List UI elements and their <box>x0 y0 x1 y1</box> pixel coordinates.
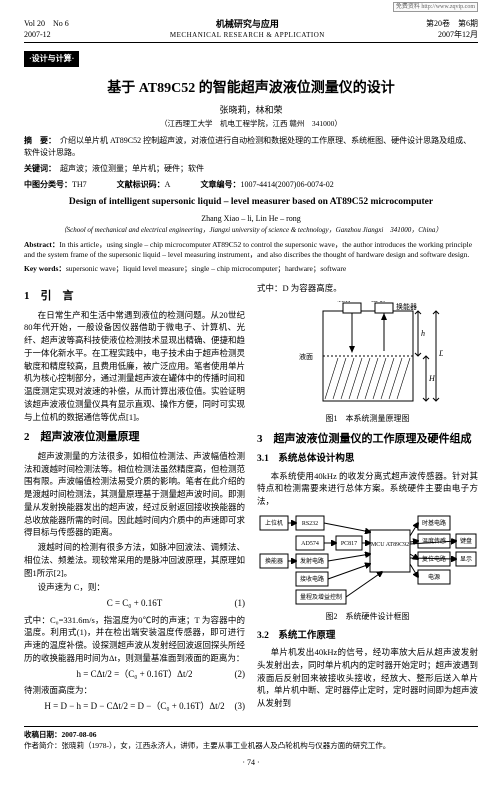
fig1-bigh-label: H <box>428 374 436 383</box>
article-no-value: 1007-4414(2007)06-0074-02 <box>240 180 333 189</box>
vol-issue-cn: 第20卷 第6期 <box>426 18 478 29</box>
section-2-para-2: 渡越时间的检测有很多方法，如脉冲回波法、调频法、相位法、频差法。现较常采用的是脉… <box>24 541 245 579</box>
abstract-text-cn: 介绍以单片机 AT89C52 控制超声波，对液位进行自动检测和数据处理的工作原理… <box>24 136 471 157</box>
formula-1: C = C₀ + 0.16T(1) <box>24 597 245 611</box>
fig1-d-label: D <box>438 349 443 358</box>
figure-2: 上位机 换能器 RS232 AD574 发射电路 接收电路 量程及增益控制 PC… <box>257 514 478 623</box>
svg-text:键盘: 键盘 <box>459 537 471 545</box>
section-3-1-para: 本系统使用40kHz 的收发分离式超声波传感器。针对其特点和检测需要来进行总体方… <box>257 470 478 508</box>
eq-num-3: (3) <box>235 700 246 714</box>
fig1-tx-label: 发射 <box>337 301 351 303</box>
keywords-cn: 关键词： 超声波；液位测量；单片机；硬件；软件 <box>24 163 478 175</box>
paper-title-en: Design of intelligent supersonic liquid … <box>24 196 478 209</box>
figure-1-svg: 发射 接收 换能器 液面 h H D <box>293 301 443 411</box>
svg-text:电源: 电源 <box>427 573 439 581</box>
eq-num-1: (1) <box>235 597 246 611</box>
journal-name-en: MECHANICAL RESEARCH & APPLICATION <box>170 31 325 41</box>
footer-notes: 收稿日期：2007-08-06 作者简介：张晓莉（1978-），女，江西永济人，… <box>24 726 478 751</box>
fig1-h-label: h <box>421 329 425 338</box>
svg-text:上位机: 上位机 <box>264 519 282 527</box>
fig1-rx-label: 接收 <box>371 301 385 303</box>
affiliation-cn: （江西理工大学 机电工程学院，江西 赣州 341000） <box>24 119 478 130</box>
vol-no: Vol 20 No 6 <box>24 18 69 29</box>
figure-1: 发射 接收 换能器 液面 h H D 图1 本系统测量原理图 <box>257 301 478 425</box>
doc-code-label: 文献标识码： <box>117 180 165 189</box>
formula-3: H = D − h = D − CΔt/2 = D −（C₀ + 0.16T）Δ… <box>24 700 245 714</box>
article-no-label: 文章编号： <box>200 180 240 189</box>
source-url-tag: 免费资料 http://www.zqvip.com <box>393 2 478 12</box>
figure-2-svg: 上位机 换能器 RS232 AD574 发射电路 接收电路 量程及增益控制 PC… <box>258 514 478 609</box>
section-2-para-1: 超声波测量的方法很多，如相位检测法、声波幅值检测法和渡越时间检测法等。相位检测法… <box>24 450 245 539</box>
abstract-en: Abstract：In this article，using single – … <box>24 240 478 261</box>
abstract-cn: 摘 要：介绍以单片机 AT89C52 控制超声波，对液位进行自动检测和数据处理的… <box>24 135 478 159</box>
eq-num-2: (2) <box>235 668 246 682</box>
paper-title-cn: 基于 AT89C52 的智能超声波液位测量仪的设计 <box>24 79 478 99</box>
running-header: Vol 20 No 6 2007-12 机械研究与应用 MECHANICAL R… <box>24 18 478 43</box>
keywords-text-en: supersonic wave；liquid level measure；sin… <box>66 264 346 273</box>
fig1-probe-label: 换能器 <box>396 302 417 311</box>
authors-cn: 张晓莉，林和荣 <box>24 104 478 117</box>
svg-text:换能器: 换能器 <box>264 557 282 565</box>
abstract-label-en: Abstract： <box>24 240 59 249</box>
pub-date-cn: 2007年12月 <box>426 29 478 40</box>
abstract-label-cn: 摘 要： <box>24 136 56 145</box>
keywords-en: Key words：supersonic wave；liquid level m… <box>24 264 478 275</box>
abstract-text-en: In this article，using single – chip micr… <box>24 240 472 260</box>
formula-2: h = CΔt/2 =（C₀ + 0.16T）Δt/2(2) <box>24 668 245 682</box>
section-2-para-4: 式中：C₀=331.6m/s，指温度为0℃时的声速；T 为容器中的温度。利用式(… <box>24 614 245 665</box>
figure-1-caption: 图1 本系统测量原理图 <box>257 413 478 425</box>
svg-text:接收电路: 接收电路 <box>299 575 323 583</box>
svg-text:时基电路: 时基电路 <box>421 519 445 527</box>
svg-text:PC817: PC817 <box>340 541 356 547</box>
fig1-liquid-label: 液面 <box>299 352 313 361</box>
section-category-tag: ·设计与计算· <box>24 51 79 66</box>
affiliation-en: （School of mechanical and electrical eng… <box>24 226 478 236</box>
authors-en: Zhang Xiao – li, Lin He – rong <box>24 213 478 224</box>
svg-text:MCU AT89C92: MCU AT89C92 <box>370 542 408 548</box>
section-2-head: 2 超声波液位测量原理 <box>24 429 245 446</box>
svg-text:RS232: RS232 <box>301 521 317 527</box>
svg-text:量程及增益控制: 量程及增益控制 <box>299 593 341 601</box>
page-number: · 74 · <box>24 757 478 768</box>
section-1-para: 在日常生产和生活中常遇到液位的检测问题。从20世纪80年代开始，一般设备因仪器借… <box>24 309 245 424</box>
journal-name-cn: 机械研究与应用 <box>170 18 325 31</box>
recv-date: 收稿日期：2007-08-06 <box>24 730 97 739</box>
section-1-head: 1 引 言 <box>24 288 245 305</box>
keywords-text-cn: 超声波；液位测量；单片机；硬件；软件 <box>60 164 204 173</box>
section-3-2-para: 单片机发出40kHz的信号，经功率放大后从超声波发射头发射出去，同时单片机内的定… <box>257 646 478 710</box>
header-date: 2007-12 <box>24 29 69 40</box>
right-column: 式中：D 为容器高度。 发射 接收 <box>257 282 478 716</box>
meta-row: 中图分类号：TH7 文献标识码：A 文章编号：1007-4414(2007)06… <box>24 179 478 190</box>
svg-text:温度传感: 温度传感 <box>421 537 445 545</box>
figure-2-caption: 图2 系统硬件设计框图 <box>257 611 478 623</box>
subsection-3-1-head: 3.1 系统总体设计构思 <box>257 452 478 466</box>
author-bio: 作者简介：张晓莉（1978-），女，江西永济人，讲师，主要从事工业机器人及凸轮机… <box>24 741 478 752</box>
clc-label: 中图分类号： <box>24 180 72 189</box>
keywords-label-cn: 关键词： <box>24 164 56 173</box>
svg-text:显示: 显示 <box>459 556 471 563</box>
subsection-3-2-head: 3.2 系统工作原理 <box>257 629 478 643</box>
svg-text:AD574: AD574 <box>301 541 319 547</box>
section-2r-para: 式中：D 为容器高度。 <box>257 282 478 295</box>
clc-value: TH7 <box>72 180 87 189</box>
doc-code-value: A <box>165 180 171 189</box>
section-2-para-3: 设声速为 C，则： <box>24 581 245 594</box>
section-3-head: 3 超声波液位测量仪的工作原理及硬件组成 <box>257 431 478 448</box>
left-column: 1 引 言 在日常生产和生活中常遇到液位的检测问题。从20世纪80年代开始，一般… <box>24 282 245 716</box>
svg-text:发射电路: 发射电路 <box>299 557 323 565</box>
section-2-para-5: 待测液面高度为： <box>24 684 245 697</box>
keywords-label-en: Key words： <box>24 264 66 273</box>
